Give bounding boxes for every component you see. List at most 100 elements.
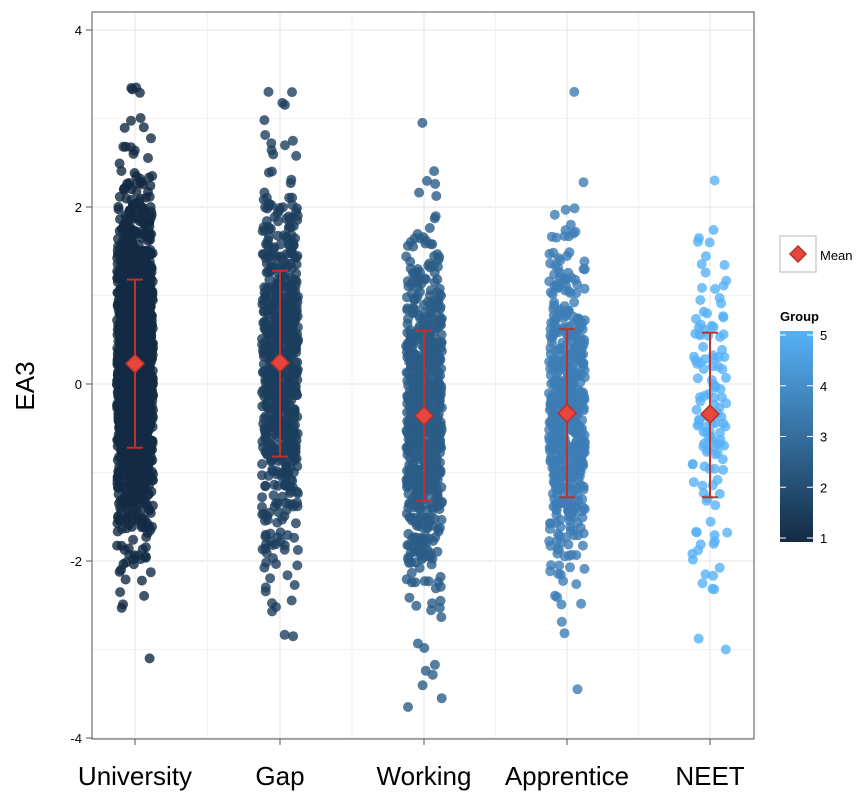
data-point bbox=[570, 344, 581, 355]
data-point bbox=[264, 395, 275, 405]
data-point bbox=[710, 500, 721, 511]
data-point bbox=[545, 343, 556, 354]
data-point bbox=[257, 459, 268, 469]
data-point bbox=[258, 249, 269, 260]
data-point bbox=[128, 421, 139, 432]
data-point bbox=[145, 326, 156, 337]
data-point bbox=[117, 482, 128, 493]
data-point bbox=[418, 536, 429, 547]
data-point bbox=[268, 553, 278, 564]
data-point bbox=[553, 262, 564, 273]
data-point bbox=[565, 562, 575, 573]
data-point bbox=[272, 253, 283, 264]
data-point bbox=[273, 290, 284, 301]
data-point bbox=[126, 83, 137, 93]
data-point bbox=[115, 514, 126, 525]
data-point bbox=[562, 306, 573, 317]
data-point bbox=[419, 576, 430, 587]
data-point bbox=[709, 392, 720, 403]
data-point bbox=[700, 569, 711, 580]
data-point bbox=[693, 633, 704, 644]
data-point bbox=[545, 363, 556, 374]
data-point bbox=[569, 86, 580, 97]
data-point bbox=[568, 228, 579, 239]
data-point bbox=[287, 135, 298, 146]
data-point bbox=[127, 237, 138, 248]
data-point bbox=[721, 398, 732, 409]
data-point bbox=[283, 399, 294, 410]
data-point bbox=[138, 179, 148, 190]
y-tick-label: 0 bbox=[75, 377, 82, 392]
data-point bbox=[121, 500, 132, 511]
data-point bbox=[695, 539, 706, 550]
data-point bbox=[402, 304, 413, 315]
data-point bbox=[118, 357, 129, 368]
data-point bbox=[401, 251, 412, 262]
data-point bbox=[409, 387, 420, 398]
data-point bbox=[277, 97, 288, 108]
data-point bbox=[718, 312, 729, 323]
data-point bbox=[559, 628, 570, 639]
data-point bbox=[568, 318, 579, 329]
data-point bbox=[551, 470, 562, 480]
data-point bbox=[548, 501, 559, 512]
data-point bbox=[144, 653, 155, 664]
data-point bbox=[145, 567, 156, 578]
data-point bbox=[557, 377, 568, 388]
data-point bbox=[430, 211, 441, 222]
data-point bbox=[544, 424, 555, 435]
data-point bbox=[412, 491, 423, 502]
data-point bbox=[403, 554, 414, 565]
data-point bbox=[262, 238, 273, 249]
data-point bbox=[124, 344, 135, 355]
legend-mean-label: Mean bbox=[820, 248, 853, 263]
data-point bbox=[554, 454, 564, 465]
data-point bbox=[544, 356, 555, 367]
data-point bbox=[429, 166, 440, 177]
colorbar-tick-label: 4 bbox=[820, 379, 827, 394]
data-point bbox=[436, 612, 447, 623]
data-point bbox=[553, 398, 563, 408]
data-point bbox=[430, 178, 441, 189]
data-point bbox=[292, 545, 303, 555]
data-point bbox=[712, 447, 723, 458]
data-point bbox=[268, 444, 279, 455]
data-point bbox=[257, 502, 267, 512]
data-point bbox=[143, 410, 154, 421]
data-point bbox=[435, 581, 446, 592]
data-point bbox=[115, 334, 126, 345]
data-point bbox=[288, 369, 298, 380]
data-point bbox=[436, 693, 447, 704]
data-point bbox=[289, 313, 300, 324]
data-point bbox=[258, 348, 269, 359]
colorbar-tick-label: 2 bbox=[820, 480, 827, 495]
data-point bbox=[113, 429, 124, 440]
data-point bbox=[266, 138, 277, 149]
data-point bbox=[260, 325, 271, 335]
data-point bbox=[432, 359, 443, 370]
data-point bbox=[116, 524, 127, 534]
data-point bbox=[549, 300, 560, 311]
data-point bbox=[143, 489, 154, 500]
data-point bbox=[557, 337, 568, 348]
data-point bbox=[292, 488, 303, 499]
data-point bbox=[560, 204, 571, 215]
legend-group: Group 1 2 3 4 5 bbox=[780, 309, 827, 546]
data-point bbox=[144, 367, 155, 378]
data-point bbox=[715, 434, 726, 445]
data-point bbox=[578, 394, 589, 405]
data-point bbox=[112, 245, 123, 256]
data-point bbox=[148, 338, 158, 349]
data-point bbox=[126, 115, 136, 126]
data-point bbox=[128, 534, 139, 545]
data-point bbox=[258, 306, 269, 317]
scatter-points bbox=[112, 82, 733, 712]
data-point bbox=[427, 336, 438, 347]
data-point bbox=[553, 422, 563, 433]
data-point bbox=[122, 466, 133, 477]
data-point bbox=[579, 504, 590, 515]
data-point bbox=[128, 508, 139, 518]
data-point bbox=[577, 362, 588, 373]
data-point bbox=[120, 258, 131, 269]
x-tick-label: NEET bbox=[675, 761, 744, 791]
